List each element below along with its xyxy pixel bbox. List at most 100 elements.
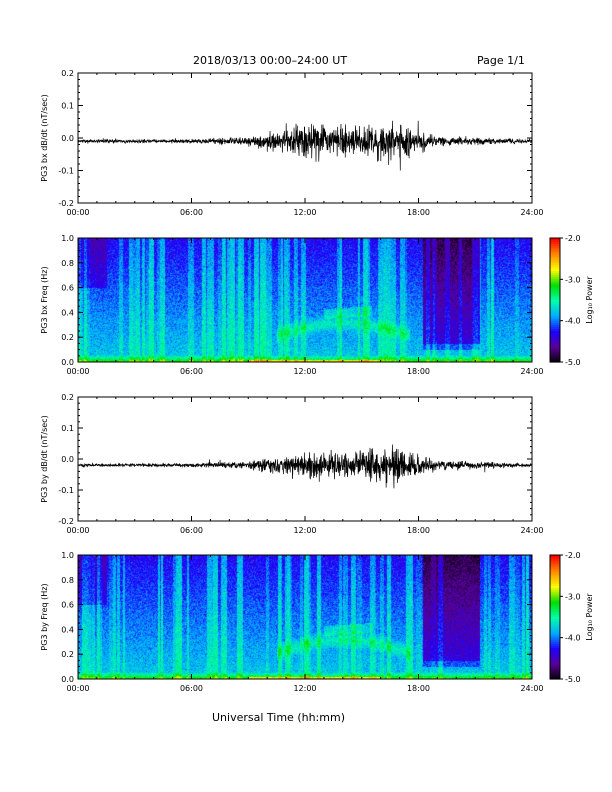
colorbar1-swatch	[550, 264, 560, 268]
panel3-xtick-label: 00:00	[66, 526, 89, 535]
colorbar2-swatch	[550, 569, 560, 573]
panel2-ytick-label: 1.0	[61, 234, 74, 243]
colorbar2-swatch	[550, 656, 560, 659]
colorbar1-swatch	[550, 287, 560, 291]
colorbar2-swatch	[550, 612, 560, 616]
colorbar2-swatch	[550, 639, 560, 643]
report-title: 2018/03/13 00:00–24:00 UT	[193, 54, 348, 67]
panel4-ytick-label: 0.8	[61, 576, 74, 585]
colorbar2-swatch	[550, 594, 560, 597]
colorbar1-swatch	[550, 304, 560, 307]
colorbar1-tick-label: -2.0	[565, 234, 581, 243]
colorbar2-swatch	[550, 581, 560, 585]
colorbar1-swatch	[550, 320, 560, 324]
colorbar2-swatch	[550, 563, 560, 566]
colorbar2-swatch	[550, 571, 560, 575]
colorbar1-swatch	[550, 260, 560, 264]
colorbar2-swatch	[550, 557, 560, 560]
colorbar1-swatch	[550, 347, 560, 351]
colorbar2-swatch	[550, 648, 560, 651]
colorbar2-swatch	[550, 645, 560, 649]
colorbar2-swatch	[550, 555, 560, 558]
colorbar2-swatch	[550, 617, 560, 620]
panel4-xtick-label: 18:00	[407, 684, 430, 693]
colorbar2-swatch	[550, 586, 560, 589]
colorbar2-label: Log₁₀ Power	[585, 593, 594, 641]
colorbar1-swatch	[550, 341, 560, 344]
x-axis-title: Universal Time (hh:mm)	[212, 711, 345, 724]
panel1-ytick-label: 0.0	[61, 134, 74, 143]
colorbar1-swatch	[550, 285, 560, 289]
colorbar2-swatch	[550, 561, 560, 564]
panel2-xtick-label: 00:00	[66, 367, 89, 376]
colorbar2-swatch	[550, 660, 560, 664]
panel4-frame	[77, 554, 533, 680]
panel3-ytick-label: 0.0	[61, 455, 74, 464]
colorbar1-swatch	[550, 322, 560, 326]
colorbar1-swatch	[550, 357, 560, 361]
panel2-ytick-label: 0.4	[61, 308, 74, 317]
colorbar2-swatch	[550, 637, 560, 641]
colorbar1-swatch	[550, 337, 560, 340]
colorbar1-swatch	[550, 318, 560, 322]
panel1-ytick-label: -0.2	[58, 199, 74, 208]
panel1-xtick-label: 00:00	[66, 208, 89, 217]
panel2-ylabel: PG3 bx Freq (Hz)	[40, 266, 49, 333]
colorbar1-swatch	[550, 258, 560, 262]
panel4-ytick-label: 0.2	[61, 650, 74, 659]
colorbar2-tick-label: -5.0	[565, 675, 581, 684]
colorbar1-swatch	[550, 331, 560, 334]
colorbar2-swatch	[550, 588, 560, 591]
colorbar1-swatch	[550, 242, 560, 245]
colorbar2-frame	[549, 554, 561, 680]
colorbar1-swatch	[550, 248, 560, 251]
colorbar1-swatch	[550, 328, 560, 332]
colorbar2-swatch	[550, 577, 560, 581]
colorbar1-swatch	[550, 316, 560, 320]
colorbar1-swatch	[550, 252, 560, 256]
colorbar1-swatch	[550, 256, 560, 260]
panel2-xtick-label: 12:00	[293, 367, 316, 376]
colorbar2-swatch	[550, 598, 560, 602]
colorbar1-swatch	[550, 310, 560, 313]
colorbar2-swatch	[550, 619, 560, 622]
panel2-ytick-label: 0.6	[61, 284, 74, 293]
colorbar1-swatch	[550, 359, 560, 363]
panel3-ylabel: PG3 by dB/dt (nT/sec)	[40, 415, 49, 502]
colorbar1-swatch	[550, 345, 560, 349]
colorbar2-swatch	[550, 635, 560, 639]
colorbar2-swatch	[550, 596, 560, 599]
colorbar1-swatch	[550, 306, 560, 309]
colorbar1-swatch	[550, 339, 560, 342]
colorbar1-swatch	[550, 279, 560, 282]
colorbar2-swatch	[550, 559, 560, 562]
colorbar2-tick-label: -3.0	[565, 592, 581, 601]
colorbar2-swatch	[550, 627, 560, 630]
colorbar2-swatch	[550, 567, 560, 571]
panel3-xtick-label: 12:00	[293, 526, 316, 535]
panel2-ytick-label: 0.2	[61, 333, 74, 342]
colorbar2-swatch	[550, 629, 560, 633]
colorbar2-swatch	[550, 625, 560, 628]
panel1-ytick-label: -0.1	[58, 167, 74, 176]
panel1-ytick-label: 0.2	[61, 69, 74, 78]
colorbar1-swatch	[550, 300, 560, 303]
colorbar1-tick-label: -3.0	[565, 275, 581, 284]
colorbar2-swatch	[550, 604, 560, 608]
colorbar1-swatch	[550, 297, 560, 301]
panel3-ytick-label: 0.2	[61, 393, 74, 402]
colorbar1-swatch	[550, 273, 560, 276]
panel1-xtick-label: 06:00	[180, 208, 203, 217]
panel3-xtick-label: 24:00	[520, 526, 543, 535]
colorbar2-swatch	[550, 674, 560, 678]
colorbar2-swatch	[550, 623, 560, 626]
panel2-frame	[77, 237, 533, 363]
panel4-ytick-label: 0.0	[61, 675, 74, 684]
panel3-ytick-label: -0.1	[58, 486, 74, 495]
colorbar1-tick-label: -4.0	[565, 317, 581, 326]
colorbar1-swatch	[550, 355, 560, 359]
spectrogram-bx	[78, 238, 532, 362]
colorbar1-frame	[549, 237, 561, 363]
